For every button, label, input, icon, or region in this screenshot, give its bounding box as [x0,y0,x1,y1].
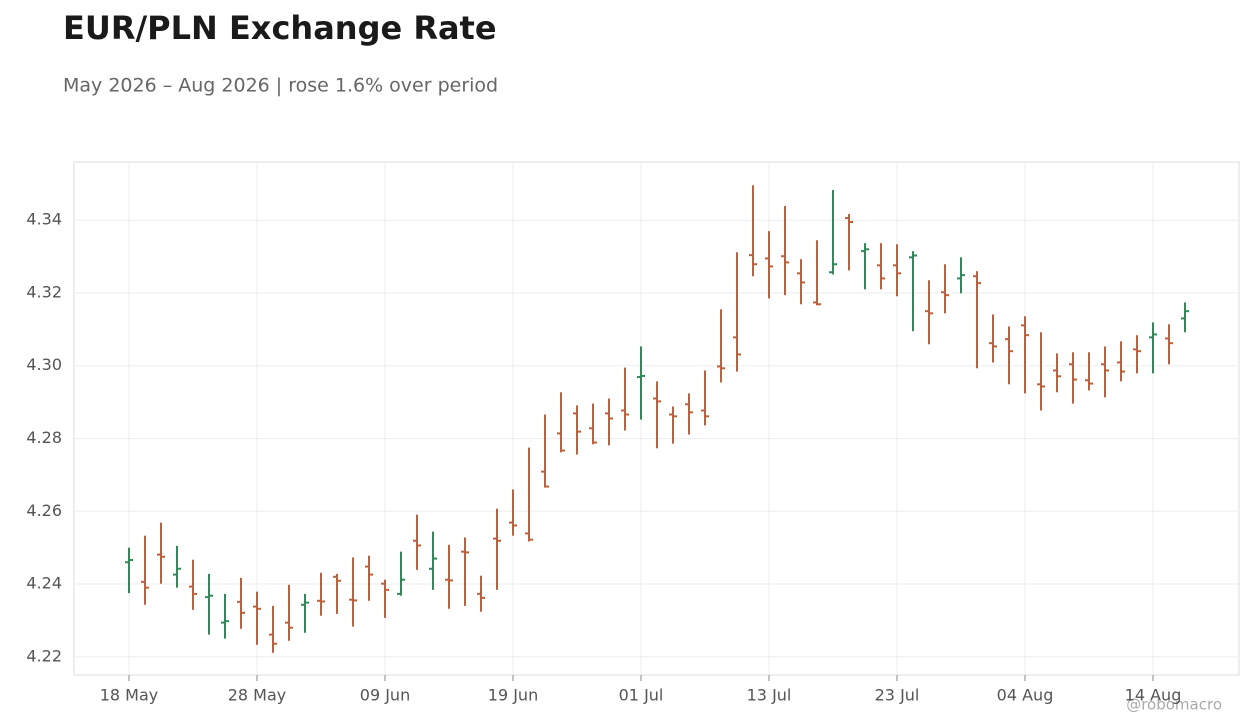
x-tick-label: 14 Aug [1125,686,1182,705]
x-tick-label: 09 Jun [360,686,410,705]
y-tick-label: 4.30 [26,355,62,374]
watermark: @robomacro [1126,696,1222,714]
x-tick-label: 18 May [100,686,159,705]
x-tick-label: 01 Jul [619,686,664,705]
y-tick-label: 4.34 [26,210,62,229]
chart-title: EUR/PLN Exchange Rate [63,9,497,47]
x-tick-label: 19 Jun [488,686,538,705]
y-tick-label: 4.28 [26,428,62,447]
chart-subtitle: May 2026 – Aug 2026 | rose 1.6% over per… [63,75,498,97]
x-tick-label: 23 Jul [875,686,920,705]
y-tick-label: 4.32 [26,282,62,301]
y-tick-label: 4.24 [26,574,62,593]
x-tick-label: 28 May [228,686,287,705]
x-tick-label: 04 Aug [997,686,1054,705]
x-tick-label: 13 Jul [747,686,792,705]
y-tick-label: 4.26 [26,501,62,520]
y-tick-label: 4.22 [26,646,62,665]
plot-frame [73,161,1240,676]
